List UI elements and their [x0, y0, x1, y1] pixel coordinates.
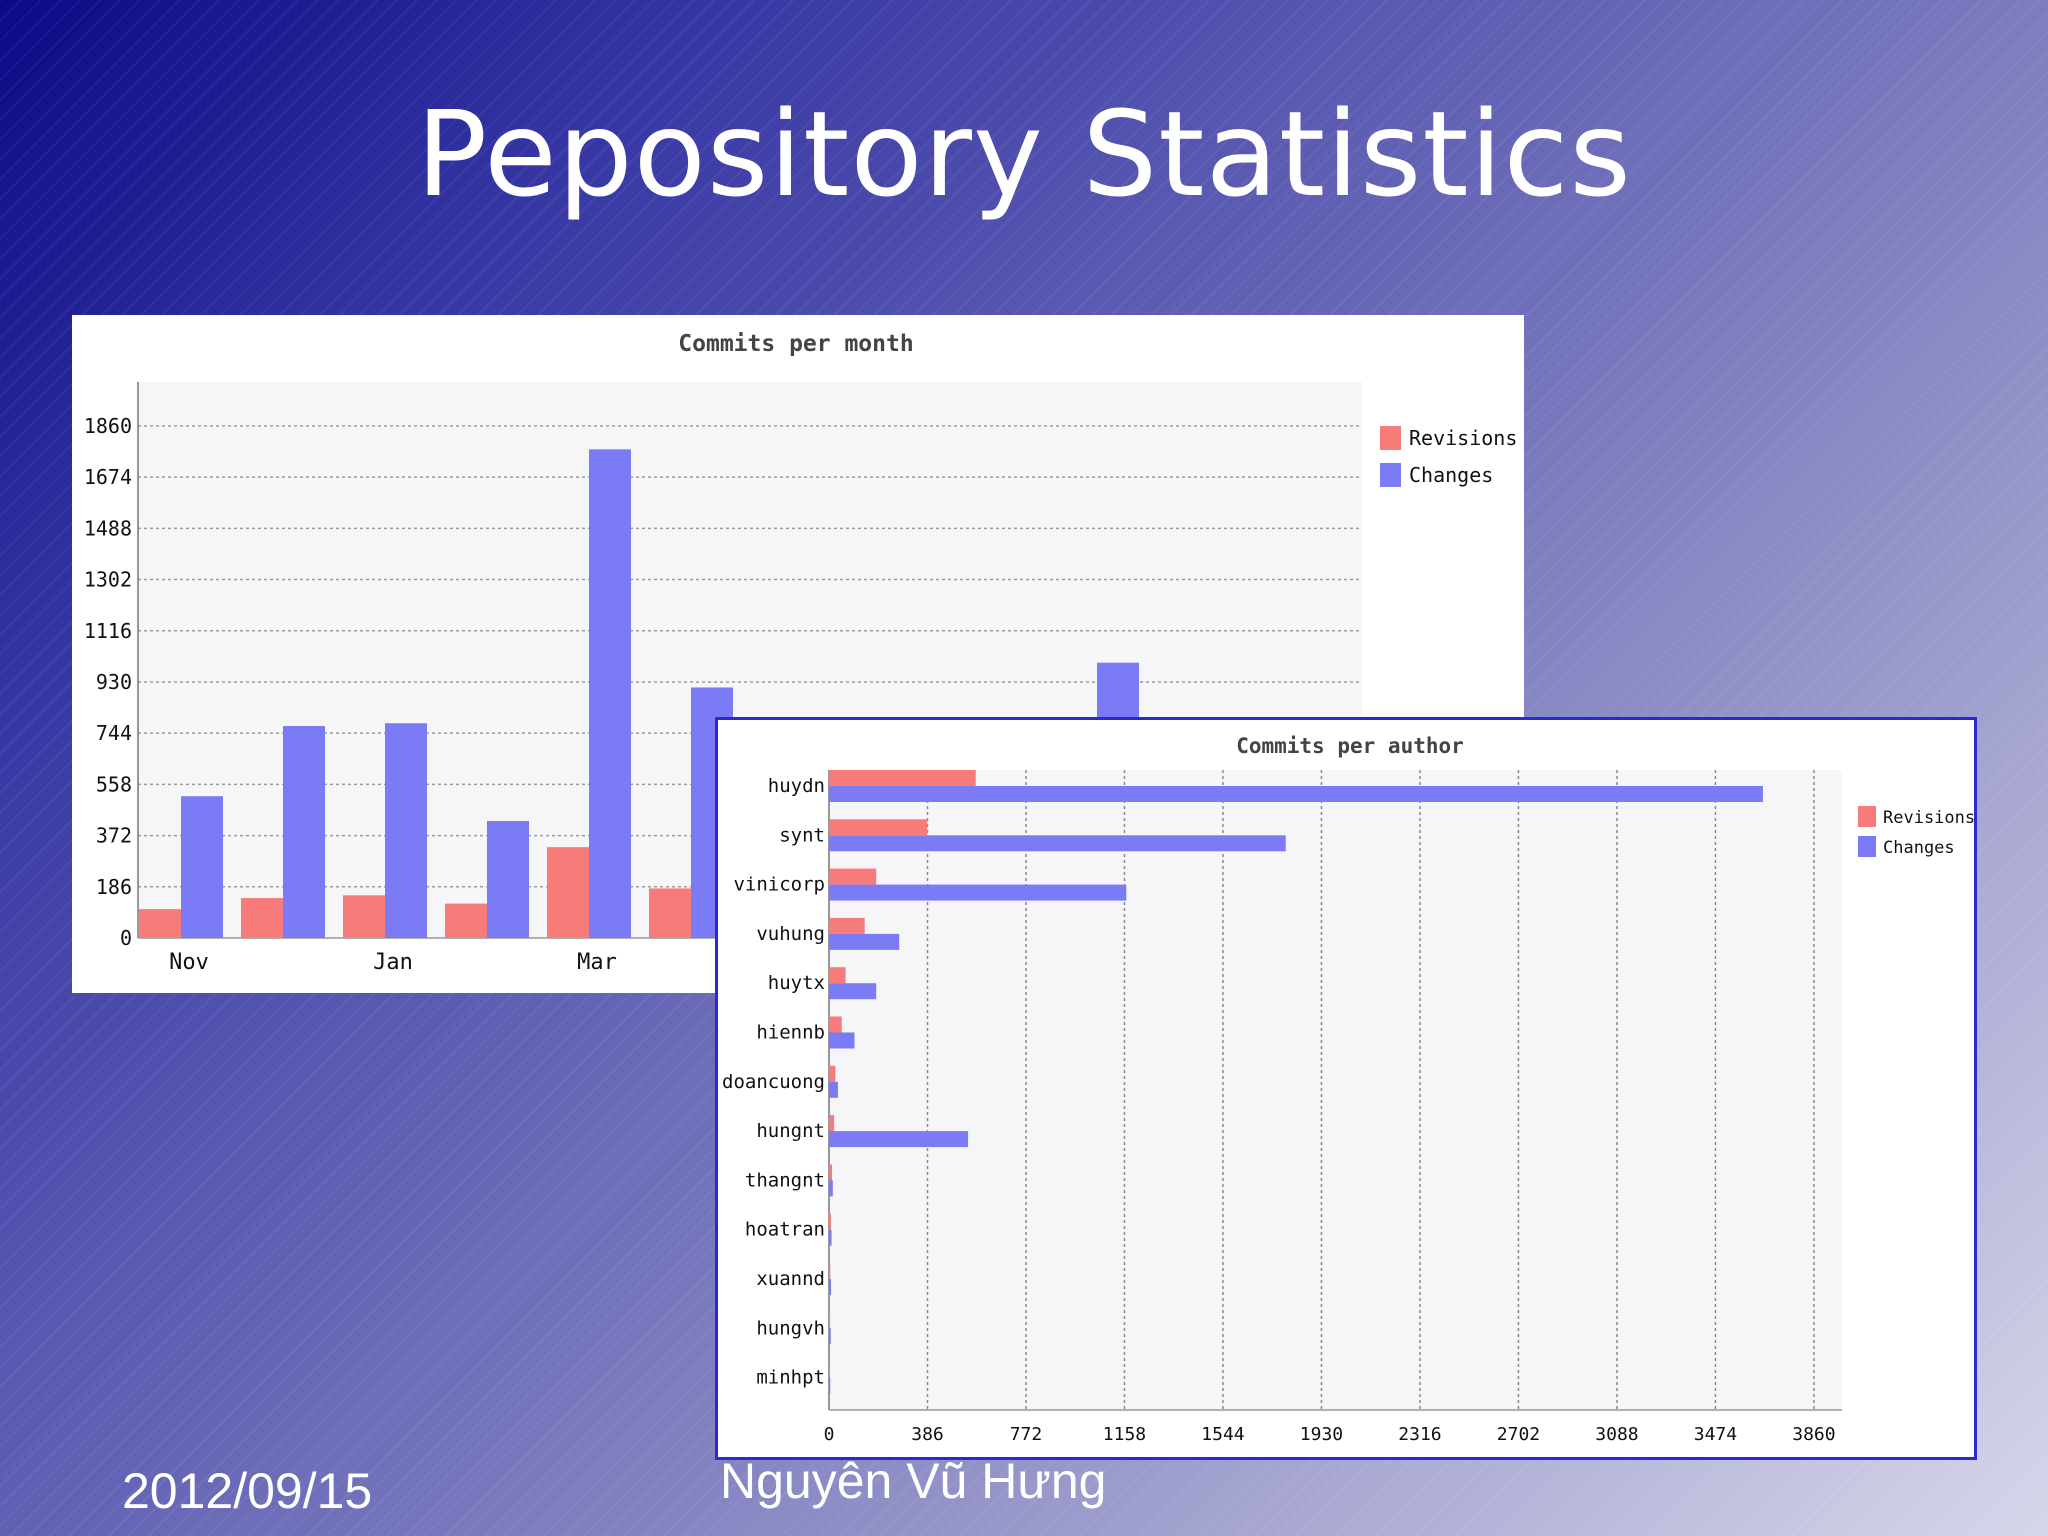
y-tick-label: 744: [96, 721, 132, 745]
bar-changes-vuhung: [829, 933, 900, 950]
y-tick-label: huydn: [768, 775, 825, 797]
x-tick-label: 386: [911, 1424, 944, 1445]
bar-changes-hungnt: [829, 1131, 969, 1148]
y-tick-label: vinicorp: [733, 874, 825, 896]
bar-changes-xuannd: [829, 1279, 832, 1295]
bar-revisions-nov: [139, 909, 181, 938]
legend-swatch-revisions: [1858, 806, 1876, 827]
x-tick-label: 3860: [1792, 1424, 1835, 1445]
bar-changes-huytx: [829, 983, 877, 1000]
y-tick-label: doancuong: [722, 1071, 825, 1093]
commits-per-author-chart: Commits per author 0 386 772 1158 1544 1930 231…: [715, 717, 1977, 1460]
bar-revisions-jan: [343, 895, 385, 938]
commits-per-author-svg: Commits per author 0 386 772 1158 1544 1930 231…: [722, 734, 1975, 1445]
footer-date: 2012/09/15: [122, 1463, 373, 1519]
bar-revisions-dec: [241, 898, 283, 938]
y-tick-label: 1860: [84, 414, 132, 438]
bar-changes-huydn: [829, 786, 1763, 802]
y-tick-label: 558: [96, 772, 132, 796]
y-tick-label: 1302: [84, 568, 132, 592]
bar-revisions-xuannd: [829, 1263, 831, 1279]
bar-revisions-apr: [649, 888, 691, 938]
y-tick-label: hiennb: [756, 1022, 825, 1044]
y-tick-label: 1488: [84, 516, 132, 540]
bar-changes-hoatran: [829, 1229, 832, 1246]
y-tick-label: synt: [779, 824, 825, 846]
legend-label-revisions: Revisions: [1409, 426, 1517, 450]
y-tick-label: 186: [96, 875, 132, 899]
bar-revisions-mar: [547, 847, 589, 938]
legend-swatch-changes: [1858, 836, 1876, 857]
bar-revisions-vinicorp: [829, 868, 877, 885]
bar-revisions-huytx: [829, 967, 846, 984]
x-tick-label: 2702: [1497, 1424, 1540, 1445]
y-tick-label: huytx: [768, 972, 825, 994]
bar-changes-jan: [385, 723, 427, 938]
bar-revisions-feb: [445, 903, 487, 938]
y-tick-label: 930: [96, 670, 132, 694]
bar-changes-mar: [589, 449, 631, 938]
x-tick-label: 0: [824, 1424, 835, 1445]
y-tick-label: minhpt: [756, 1367, 825, 1389]
x-tick-label: 772: [1010, 1424, 1043, 1445]
bar-changes-hungvh: [829, 1328, 831, 1345]
x-tick-label: Jan: [373, 950, 413, 975]
y-tick-label: 0: [120, 926, 132, 950]
bar-revisions-vuhung: [829, 917, 865, 934]
bar-changes-nov: [181, 796, 223, 938]
bar-revisions-thangnt: [829, 1164, 833, 1181]
legend-swatch-revisions: [1380, 426, 1401, 450]
bar-changes-thangnt: [829, 1180, 833, 1197]
bar-changes-dec: [283, 726, 325, 938]
slide-title: Pepository Statistics: [416, 85, 1632, 223]
bar-revisions-hoatran: [829, 1213, 832, 1230]
bar-revisions-synt: [829, 819, 928, 836]
y-tick-label: xuannd: [756, 1268, 825, 1290]
x-tick-label: 2316: [1398, 1424, 1441, 1445]
bar-changes-minhpt: [829, 1377, 831, 1394]
legend-label-changes: Changes: [1409, 463, 1493, 487]
y-tick-label: thangnt: [745, 1169, 825, 1191]
bar-revisions-hiennb: [829, 1016, 842, 1033]
bar-changes-doancuong: [829, 1081, 838, 1098]
bar-changes-hiennb: [829, 1032, 855, 1049]
x-tick-label: Nov: [169, 950, 209, 975]
y-tick-label: hungvh: [756, 1317, 825, 1339]
y-tick-label: vuhung: [756, 923, 825, 945]
bar-revisions-hungvh: [829, 1312, 831, 1329]
bar-changes-vinicorp: [829, 884, 1127, 901]
x-tick-label: 1544: [1201, 1424, 1244, 1445]
bar-revisions-hungnt: [829, 1115, 835, 1132]
x-tick-label: 1158: [1103, 1424, 1146, 1445]
bar-revisions-minhpt: [829, 1361, 830, 1378]
x-tick-label: 1930: [1300, 1424, 1343, 1445]
bar-changes-feb: [487, 820, 529, 938]
legend-label-revisions: Revisions: [1883, 808, 1974, 828]
x-tick-label: 3088: [1595, 1424, 1638, 1445]
bar-revisions-doancuong: [829, 1065, 836, 1082]
y-tick-label: 372: [96, 824, 132, 848]
chart-title: Commits per month: [678, 331, 913, 357]
y-tick-label: 1674: [84, 465, 132, 489]
chart-title: Commits per author: [1236, 734, 1464, 758]
y-tick-label: hoatran: [745, 1219, 825, 1241]
bar-revisions-huydn: [829, 770, 976, 786]
footer-author: Nguyên Vũ Hưng: [720, 1453, 1107, 1509]
bar-changes-synt: [829, 835, 1286, 852]
legend-swatch-changes: [1380, 463, 1401, 487]
y-tick-label: hungnt: [756, 1120, 825, 1142]
commits-per-month-chart: Commits per month 0 186 372 558 744 930 1116 130…: [72, 315, 1524, 993]
legend-label-changes: Changes: [1883, 838, 1955, 858]
plot-area: [829, 770, 1842, 1410]
y-tick-label: 1116: [84, 619, 132, 643]
x-tick-label: 3474: [1694, 1424, 1737, 1445]
x-tick-label: Mar: [577, 950, 617, 975]
